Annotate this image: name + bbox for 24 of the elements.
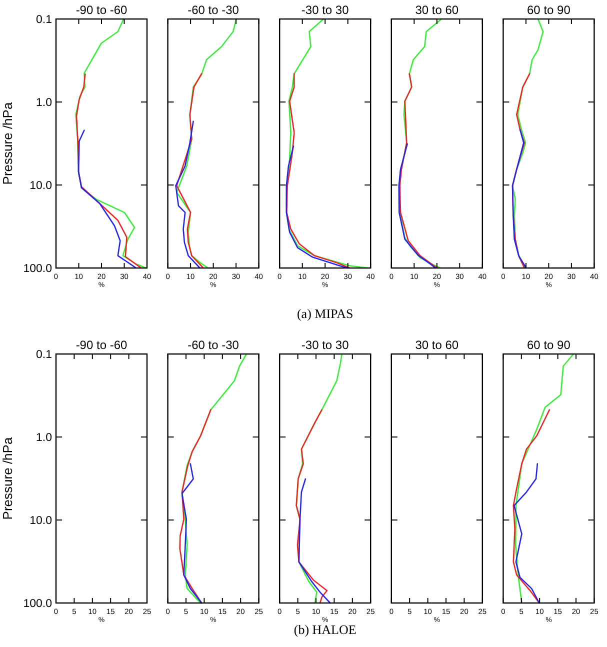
y-axis-title: Pressure /hPa [0,102,15,185]
chart-title: -30 to 30 [301,3,350,17]
line-series [78,130,137,269]
y-tick-label: 100.0 [23,263,52,275]
y-tick-label: 0.1 [36,14,52,26]
y-tick-label: 10.0 [30,180,52,192]
text: (a) MIPAS [296,306,354,321]
y-tick-label: 1.0 [36,432,52,444]
chart-title: -60 to -30 [188,338,240,352]
chart-title: -90 to -60 [76,338,128,352]
y-tick-label: 0.1 [36,349,52,361]
chart-title: 30 to 60 [415,338,459,352]
chart-title: -90 to -60 [76,3,128,17]
text: (b) HALOE [294,622,356,637]
y-tick-label: 1.0 [36,97,52,109]
chart-title: 60 to 90 [527,338,571,352]
chart-title: 30 to 60 [415,3,459,17]
chart-title: 60 to 90 [527,3,571,17]
line-series [76,73,142,269]
chart-title: -60 to -30 [188,3,240,17]
y-tick-label: 10.0 [30,515,52,527]
chart-title: -30 to 30 [301,338,350,352]
y-tick-label: 100.0 [23,598,52,610]
y-axis-title: Pressure /hPa [0,436,15,520]
